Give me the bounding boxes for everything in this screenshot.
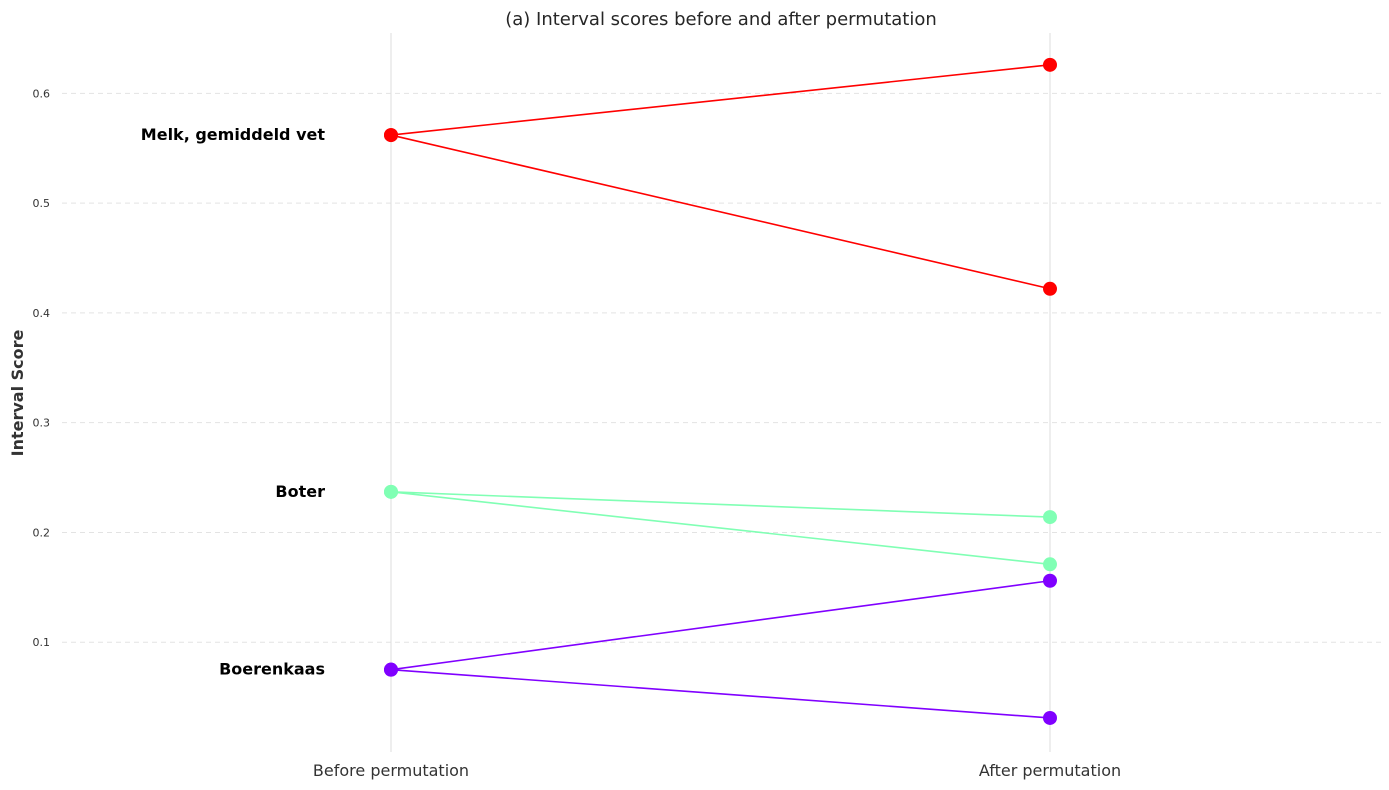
item-label: Boter	[275, 482, 325, 501]
y-tick-label: 0.2	[33, 526, 51, 539]
before-point	[384, 662, 398, 677]
after-point	[1043, 710, 1057, 725]
axis-layer: 0.1 0.2 0.3 0.4 0.5 0.6 Before permutation Afte…	[33, 87, 1122, 780]
chart-title: (a) Interval scores before and after per…	[505, 9, 937, 30]
series-line	[390, 491, 1051, 566]
x-tick-label: Before permutation	[313, 761, 469, 780]
series-layer	[384, 57, 1057, 725]
series-line	[390, 491, 1051, 518]
series-line	[390, 579, 1051, 671]
y-axis-label: Interval Score	[8, 329, 27, 456]
series-line	[390, 64, 1051, 136]
after-point	[1043, 57, 1057, 72]
y-tick-label: 0.3	[33, 417, 51, 430]
after-point	[1043, 510, 1057, 525]
before-point	[384, 484, 398, 499]
item-label: Melk, gemiddeld vet	[141, 125, 326, 144]
series-line	[390, 668, 1051, 719]
y-tick-label: 0.1	[33, 636, 51, 649]
x-tick-label: After permutation	[979, 761, 1121, 780]
after-point	[1043, 573, 1057, 588]
item-label: Boerenkaas	[219, 660, 325, 679]
before-point	[384, 128, 398, 143]
y-tick-label: 0.5	[33, 197, 51, 210]
y-tick-label: 0.6	[33, 87, 51, 100]
y-tick-label: 0.4	[33, 307, 51, 320]
label-layer: Melk, gemiddeld vet Boter Boerenkaas	[141, 125, 326, 679]
after-point	[1043, 557, 1057, 572]
grid-layer	[62, 33, 1381, 752]
after-point	[1043, 281, 1057, 296]
series-line	[390, 134, 1051, 290]
